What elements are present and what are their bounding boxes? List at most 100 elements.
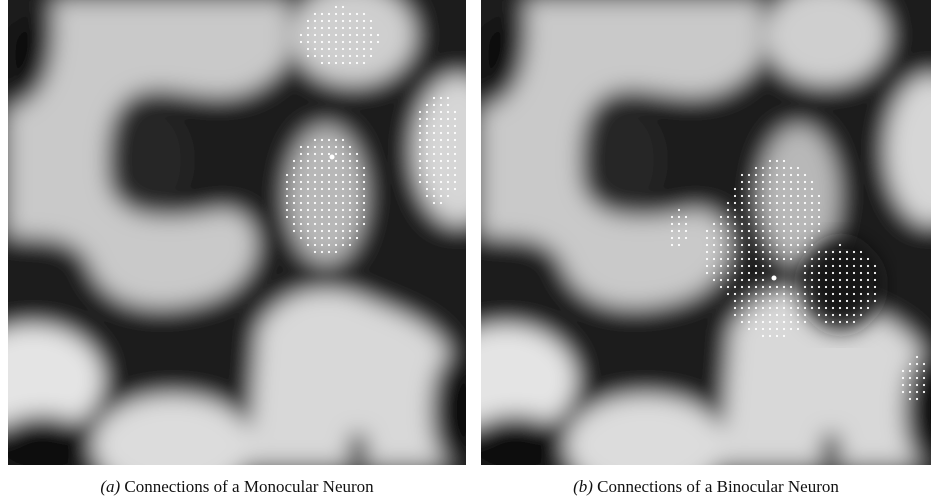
dot [355, 229, 359, 233]
dot [320, 215, 324, 219]
caption-label: (a) [100, 477, 120, 496]
dot [789, 208, 793, 212]
dot [348, 194, 352, 198]
dot [775, 327, 779, 331]
dot [327, 187, 331, 191]
dot [299, 40, 303, 44]
dot [355, 166, 359, 170]
dot [796, 222, 800, 226]
dot [761, 292, 765, 296]
dot [362, 215, 366, 219]
dot [768, 166, 772, 170]
dot [803, 271, 807, 275]
dot [327, 166, 331, 170]
dot [719, 264, 723, 268]
dot [670, 236, 674, 240]
dot [831, 313, 835, 317]
dot [782, 334, 786, 338]
dot [747, 194, 751, 198]
dot [789, 313, 793, 317]
dot [733, 187, 737, 191]
dot [838, 257, 842, 261]
dot [313, 138, 317, 142]
dot [810, 194, 814, 198]
dot [355, 222, 359, 226]
dot [733, 313, 737, 317]
dot [425, 117, 429, 121]
dot [362, 61, 366, 65]
dot [852, 306, 856, 310]
dot [796, 201, 800, 205]
dot [362, 12, 366, 16]
dot [341, 159, 345, 163]
dot [432, 117, 436, 121]
dot [761, 243, 765, 247]
dot [845, 306, 849, 310]
dot [362, 33, 366, 37]
dot [782, 173, 786, 177]
dot [355, 152, 359, 156]
dot [306, 222, 310, 226]
dot [670, 215, 674, 219]
dot [327, 145, 331, 149]
dot [803, 306, 807, 310]
dot [446, 194, 450, 198]
dot [285, 180, 289, 184]
dot [446, 173, 450, 177]
dot [810, 187, 814, 191]
dot [852, 264, 856, 268]
dot [439, 117, 443, 121]
dot [838, 243, 842, 247]
dot [313, 159, 317, 163]
dot [873, 299, 877, 303]
dot [845, 292, 849, 296]
dot [831, 264, 835, 268]
dot [740, 264, 744, 268]
dot [796, 236, 800, 240]
dot [789, 327, 793, 331]
dot [432, 166, 436, 170]
dot [768, 320, 772, 324]
dot [782, 320, 786, 324]
dot [306, 159, 310, 163]
dot [733, 285, 737, 289]
dot [754, 306, 758, 310]
dot [754, 215, 758, 219]
dot [369, 33, 373, 37]
dot [810, 264, 814, 268]
dot [425, 180, 429, 184]
dot [740, 292, 744, 296]
dot [299, 236, 303, 240]
dot [334, 180, 338, 184]
dot [313, 215, 317, 219]
dot [859, 299, 863, 303]
dot [775, 257, 779, 261]
dot [418, 173, 422, 177]
dot [320, 26, 324, 30]
dot [796, 187, 800, 191]
dot [355, 215, 359, 219]
dot [782, 229, 786, 233]
dot [712, 222, 716, 226]
dot [782, 243, 786, 247]
dot [327, 201, 331, 205]
dot [768, 264, 772, 268]
dot [838, 299, 842, 303]
dot [803, 173, 807, 177]
dot [334, 166, 338, 170]
dot [705, 229, 709, 233]
dot [747, 292, 751, 296]
dot [782, 285, 786, 289]
dot [761, 327, 765, 331]
dot [754, 299, 758, 303]
dot [306, 19, 310, 23]
dot [320, 61, 324, 65]
dot [334, 61, 338, 65]
dot [761, 299, 765, 303]
dot [306, 33, 310, 37]
dot [320, 201, 324, 205]
dot [803, 201, 807, 205]
dot [789, 306, 793, 310]
dot [803, 278, 807, 282]
dot [768, 292, 772, 296]
